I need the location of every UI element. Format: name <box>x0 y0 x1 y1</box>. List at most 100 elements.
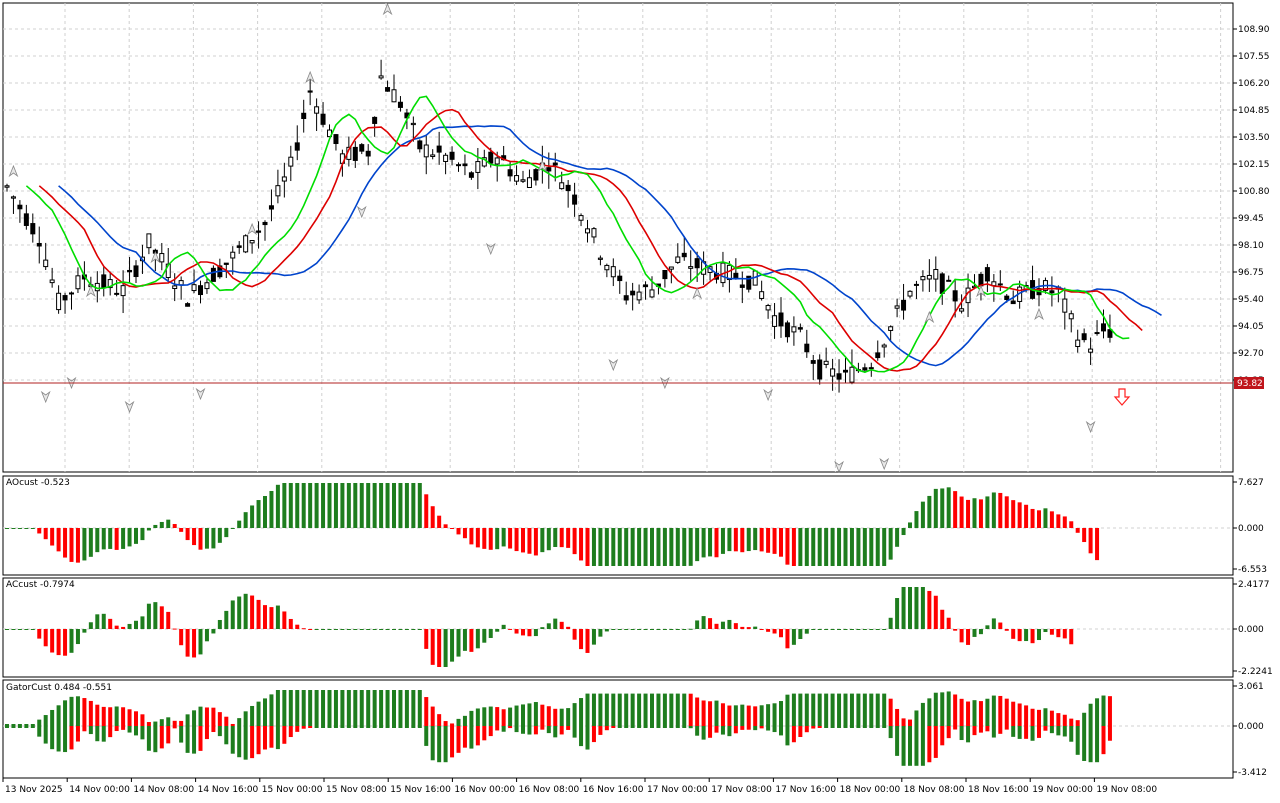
fractal-marker <box>1085 420 1096 434</box>
ao-bar <box>469 528 474 545</box>
candle-body <box>933 269 939 280</box>
gator-lower-bar <box>733 726 738 734</box>
candle <box>275 169 281 204</box>
gator-upper-bar <box>882 693 887 726</box>
ac-bar <box>153 602 158 629</box>
down-arrow-icon <box>1113 388 1131 406</box>
candle-body <box>101 274 107 289</box>
gator-upper-bar <box>1056 713 1061 726</box>
ao-bar <box>443 524 448 528</box>
ao-bar <box>1069 521 1074 528</box>
gator-upper-bar <box>966 701 971 726</box>
ao-bar <box>411 483 416 528</box>
ac-bar <box>688 628 693 630</box>
ao-bar <box>508 528 513 549</box>
ao-bar <box>998 492 1003 528</box>
gator-upper-bar <box>488 706 493 726</box>
ac-bar <box>514 629 519 634</box>
candle-body <box>817 359 823 380</box>
gator-lower-bar <box>172 726 177 729</box>
candle-body <box>62 295 68 301</box>
candle <box>320 102 326 128</box>
gator-lower-bar <box>830 726 835 728</box>
gator-lower-bar <box>108 726 113 738</box>
candle-body <box>223 262 229 265</box>
candle-body <box>204 282 210 290</box>
gator-lower-bar <box>75 726 80 742</box>
ac-bar <box>269 607 274 629</box>
candle <box>397 96 403 112</box>
gator-lower-bar <box>1030 726 1035 741</box>
ao-bar <box>772 528 777 554</box>
gator-upper-bar <box>914 710 919 726</box>
fractal-marker <box>879 457 890 471</box>
gator-upper-bar <box>237 718 242 726</box>
candle <box>533 168 539 186</box>
gator-upper-bar <box>353 690 358 726</box>
candle-body <box>191 284 197 292</box>
gator-upper-bar <box>740 704 745 726</box>
candle <box>585 219 590 243</box>
gator-upper-bar <box>862 693 867 726</box>
ac-bar <box>456 629 461 657</box>
candle <box>436 131 442 165</box>
candle-body <box>804 343 810 353</box>
candle-body <box>30 223 36 235</box>
ac-bar <box>811 629 816 630</box>
candle-body <box>585 228 590 234</box>
gator-upper-bar <box>804 693 809 726</box>
gator-lower-bar <box>585 726 590 750</box>
gator-lower-bar <box>1043 726 1048 731</box>
gator-tick-label: 0.000 <box>1238 722 1264 732</box>
gator-upper-bar <box>82 698 87 726</box>
ao-bar <box>230 528 235 529</box>
gator-lower-bar <box>572 726 577 738</box>
ac-tick-label: 2.4177 <box>1238 580 1270 590</box>
candle <box>288 145 294 182</box>
ac-bar <box>327 629 332 630</box>
ac-bar <box>579 629 584 650</box>
ac-bar <box>1004 629 1009 631</box>
gator-upper-bar <box>43 715 48 726</box>
gator-lower-bar <box>933 726 938 758</box>
gator-lower-bar <box>527 726 532 735</box>
candle <box>894 298 900 318</box>
candle <box>984 263 990 293</box>
gator-upper-bar <box>108 707 113 726</box>
gator-upper-bar <box>630 693 635 726</box>
ao-bar <box>604 528 609 566</box>
ac-bar <box>417 629 422 630</box>
candle-body <box>378 75 384 79</box>
candle-body <box>385 87 391 92</box>
ac-bar <box>875 629 880 630</box>
price-tick-label: 102.15 <box>1238 160 1270 170</box>
ao-bar <box>978 499 983 528</box>
candle-body <box>236 245 242 248</box>
candle-body <box>1010 300 1016 305</box>
gator-upper-bar <box>321 690 326 726</box>
ao-tick-label: 0.000 <box>1238 524 1264 534</box>
ao-bar <box>1017 502 1022 528</box>
gator-lower-bar <box>379 726 384 728</box>
gator-lower-bar <box>385 726 390 728</box>
candle <box>69 291 74 310</box>
ac-bar <box>869 629 874 630</box>
candle <box>797 323 803 333</box>
ao-bar <box>656 528 661 566</box>
candle-body <box>281 176 287 182</box>
ao-bar <box>920 501 925 528</box>
candle-body <box>172 285 178 290</box>
gator-upper-bar <box>166 717 171 726</box>
candle-body <box>178 280 184 286</box>
candle-body <box>436 145 442 153</box>
gator-lower-bar <box>140 726 145 740</box>
fractal-marker <box>834 460 844 474</box>
gator-lower-bar <box>424 726 429 746</box>
gator-upper-bar <box>959 698 964 726</box>
candle <box>881 343 887 358</box>
gator-upper-bar <box>553 708 558 726</box>
candle-body <box>1068 313 1074 320</box>
gator-upper-bar <box>572 703 577 726</box>
